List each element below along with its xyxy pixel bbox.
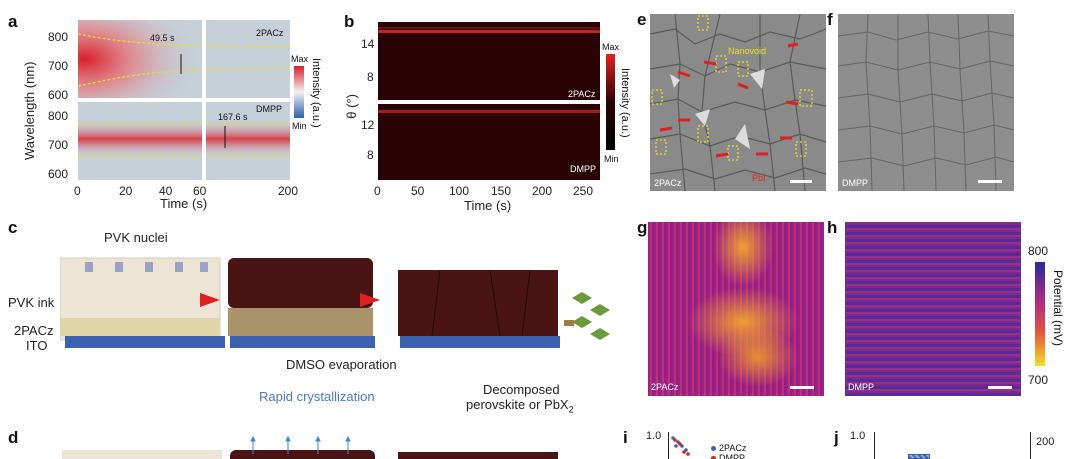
- panel-i-legend1-marker: [711, 446, 716, 451]
- panel-b-xtick: 0: [374, 184, 381, 198]
- panel-f-sample: DMPP: [842, 178, 869, 188]
- panel-a-cbar-max: Max: [291, 54, 309, 64]
- panel-g-sample: 2PACz: [651, 382, 679, 392]
- panel-b-plot: [378, 22, 600, 180]
- panel-b-colorbar: [606, 54, 615, 150]
- panel-b-xtick: 250: [573, 184, 594, 198]
- panel-j-label: j: [834, 428, 839, 447]
- panel-a-ytick: 800: [48, 109, 69, 123]
- panel-g-label: g: [637, 218, 648, 237]
- panel-a-xtick: 0: [74, 184, 81, 198]
- panel-i-scatter: [671, 436, 690, 456]
- panel-e-label: e: [637, 10, 647, 29]
- panel-h-scalebar: [988, 386, 1012, 389]
- panel-a-xlabel: Time (s): [160, 196, 208, 211]
- panel-f-label: f: [827, 10, 833, 29]
- panel-a-bottom-time: 167.6 s: [218, 112, 248, 122]
- panel-b-xtick: 50: [411, 184, 425, 198]
- panel-a-colorbar: [294, 66, 304, 118]
- panel-b-ytick: 12: [361, 118, 375, 132]
- panel-b-ytick: 14: [361, 37, 375, 51]
- panel-j-axis: [874, 432, 875, 459]
- panel-a-xtick: 40: [159, 184, 173, 198]
- panel-a-cbar-min: Min: [292, 121, 307, 131]
- panel-a-ytick: 700: [48, 138, 69, 152]
- panel-b-xlabel: Time (s): [464, 198, 512, 213]
- panel-b-cbar-label: Intensity (a.u.): [619, 68, 631, 138]
- panel-h-colorbar: [1035, 262, 1045, 366]
- panel-e-annotation: Nanovoid: [728, 46, 767, 56]
- panel-d-block-2: [230, 450, 375, 459]
- panel-i-axis: [668, 432, 669, 459]
- panel-h-cbar-label: Potential (mV): [1051, 270, 1065, 347]
- panel-c-layer2: ITO: [26, 338, 48, 353]
- panel-c-decomposed-line1: Decomposed: [483, 382, 560, 397]
- panel-i-ytick: 1.0: [646, 430, 662, 442]
- panel-b-xtick: 150: [491, 184, 512, 198]
- panel-b-label: b: [344, 12, 355, 31]
- panel-a-xtick: 20: [119, 184, 133, 198]
- panel-a-ytick: 600: [48, 167, 69, 181]
- panel-c-pvk-ink: PVK ink: [8, 295, 55, 310]
- panel-b-cbar-min: Min: [604, 154, 619, 164]
- panel-d-block-1: [62, 450, 222, 459]
- panel-g-image: [648, 222, 824, 396]
- panel-b-cbar-max: Max: [602, 42, 620, 52]
- panel-i-label: i: [623, 428, 628, 447]
- panel-b-ylabel: θ (°): [344, 94, 359, 119]
- panel-c-schematic: [60, 257, 610, 348]
- panel-d-block-3: [398, 452, 558, 459]
- panel-h-label: h: [827, 218, 838, 237]
- panel-c-block-ink: [60, 257, 225, 348]
- panel-i-legend2: DMPP: [719, 453, 746, 459]
- panel-g-scalebar: [790, 386, 814, 389]
- panel-i-legend1: 2PACz: [719, 443, 747, 453]
- panel-a-xtick: 200: [278, 184, 299, 198]
- panel-d-label: d: [8, 428, 19, 447]
- panel-c-octahedra: [564, 292, 610, 340]
- panel-a-ytick: 600: [48, 88, 69, 102]
- panel-c-decomposed-line2: perovskite or PbX2: [466, 397, 574, 415]
- panel-i-legend2-marker: [711, 456, 716, 459]
- panel-c-dmso: DMSO evaporation: [286, 357, 397, 372]
- panel-d-arrows: [250, 436, 351, 454]
- panel-a-xtick: 60: [193, 184, 207, 198]
- panel-e-image: [650, 14, 826, 191]
- panel-j-ytick: 1.0: [850, 430, 866, 442]
- panel-b-ytick: 8: [367, 148, 374, 162]
- panel-a-ylabel: Wavelength (nm): [22, 61, 37, 161]
- panel-j-right-axis: [1030, 432, 1031, 459]
- panel-j-bar: [908, 454, 930, 459]
- panel-a-label: a: [8, 12, 18, 31]
- panel-c-pvk-nuclei: PVK nuclei: [104, 230, 168, 245]
- panel-h-cbar-max: 800: [1028, 244, 1049, 258]
- panel-c-rapid: Rapid crystallization: [259, 389, 375, 404]
- panel-h-image: [845, 222, 1021, 396]
- panel-b-xtick: 100: [449, 184, 470, 198]
- panel-e-sample: 2PACz: [654, 178, 682, 188]
- panel-b-top-heatmap: [378, 22, 600, 100]
- panel-j-right-tick: 200: [1036, 436, 1055, 448]
- panel-a-ytick: 700: [48, 59, 69, 73]
- panel-h-cbar-min: 700: [1028, 373, 1049, 387]
- panel-b-ytick: 8: [367, 70, 374, 84]
- panel-a-plot: [78, 20, 290, 182]
- panel-b-bottom-heatmap: [378, 104, 600, 180]
- panel-a-top-time: 49.5 s: [150, 33, 175, 43]
- panel-c-label: c: [8, 218, 18, 237]
- panel-a-bottom-sample: DMPP: [256, 104, 283, 114]
- panel-h-sample: DMPP: [848, 382, 875, 392]
- panel-c-block-crystal: [398, 269, 560, 348]
- panel-b-top-sample: 2PACz: [568, 89, 596, 99]
- panel-e-annotation2: PbI: [752, 173, 766, 183]
- panel-b-xtick: 200: [532, 184, 553, 198]
- panel-c-block-film: [228, 258, 375, 348]
- panel-c-layer1: 2PACz: [14, 323, 54, 338]
- panel-a-ytick: 800: [48, 30, 69, 44]
- panel-a-cbar-label: Intensity (a.u.): [310, 58, 322, 128]
- panel-a-top-sample: 2PACz: [256, 28, 284, 38]
- panel-f-image: [838, 14, 1014, 191]
- panel-b-bottom-sample: DMPP: [570, 164, 597, 174]
